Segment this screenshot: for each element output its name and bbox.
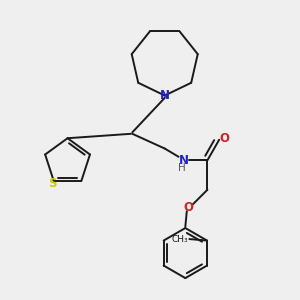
Text: N: N — [179, 154, 189, 167]
Text: CH₃: CH₃ — [171, 235, 188, 244]
Text: S: S — [48, 177, 56, 190]
Text: H: H — [178, 163, 185, 173]
Text: N: N — [160, 89, 170, 102]
Text: O: O — [220, 132, 230, 145]
Text: O: O — [183, 201, 193, 214]
